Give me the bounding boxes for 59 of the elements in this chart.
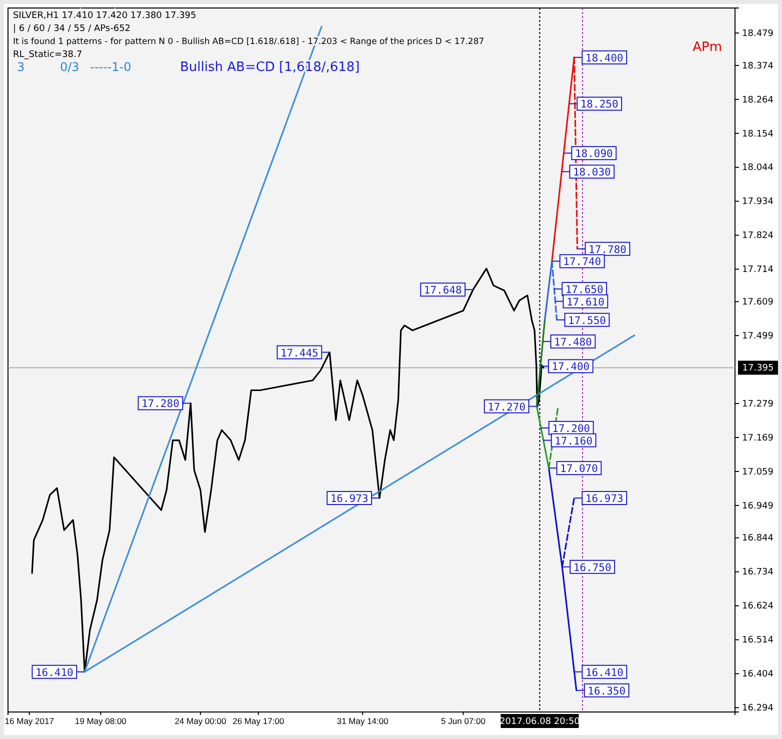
- annotation: 17.780: [588, 244, 626, 256]
- y-tick-label: 18.044: [742, 163, 774, 174]
- chart-title: SILVER,H1 17.410 17.420 17.380 17.395: [13, 11, 196, 21]
- y-tick-label: 16.404: [742, 670, 774, 680]
- x-tick-label: 26 May 17:00: [232, 716, 284, 726]
- annotation: 17.648: [424, 284, 462, 297]
- ref-line-label: 17.395: [742, 364, 774, 374]
- y-tick-label: 17.059: [742, 467, 774, 478]
- annotation: 16.410: [585, 666, 624, 679]
- annotation: 17.070: [560, 463, 598, 476]
- y-tick-label: 17.714: [742, 265, 774, 276]
- annotation: 17.400: [552, 361, 590, 374]
- x-tick-label: 24 May 00:00: [174, 716, 226, 726]
- annotation: 17.280: [141, 398, 180, 410]
- annotation: 17.610: [566, 296, 604, 308]
- y-tick-label: 17.934: [742, 197, 774, 208]
- annotation: 17.445: [280, 347, 318, 360]
- y-tick-label: 16.514: [742, 636, 774, 646]
- annotation: 18.250: [580, 98, 618, 111]
- y-tick-label: 16.294: [742, 704, 774, 714]
- y-tick-label: 17.499: [742, 331, 774, 342]
- annotation: -----1-0: [90, 60, 132, 74]
- annotation: 17.550: [568, 314, 606, 327]
- annotation: 17.480: [554, 336, 592, 348]
- y-tick-label: 17.824: [742, 231, 774, 242]
- ref-line-label: 2017.06.08 20:50: [500, 717, 580, 727]
- x-tick-label: 31 May 14:00: [336, 716, 389, 726]
- annotation: 17.270: [488, 401, 526, 414]
- annotation: 0/3: [60, 60, 80, 74]
- y-tick-label: 17.279: [742, 399, 774, 410]
- annotation: 16.750: [573, 562, 612, 574]
- annotation: 17.740: [563, 256, 602, 268]
- annotation: 16.973: [585, 493, 624, 506]
- annotation: 18.030: [572, 166, 611, 179]
- annotation: 17.650: [565, 284, 604, 296]
- annotation: 18.090: [574, 148, 613, 160]
- annotation: APm: [692, 40, 722, 55]
- annotation: 17.200: [552, 422, 590, 435]
- y-tick-label: 16.949: [742, 501, 774, 512]
- y-tick-label: 17.609: [742, 298, 774, 308]
- annotation: | 6 / 60 / 34 / 55 / APs-652: [13, 24, 131, 34]
- annotation: 17.160: [554, 435, 593, 448]
- x-tick-label: 16 May 2017: [4, 716, 54, 726]
- x-tick-label: 19 May 08:00: [74, 716, 127, 726]
- annotation: 18.400: [585, 52, 624, 64]
- y-tick-label: 18.154: [742, 129, 774, 140]
- y-tick-label: 18.374: [742, 61, 774, 72]
- y-tick-label: 16.624: [742, 602, 774, 612]
- annotation: 16.973: [330, 493, 368, 506]
- y-tick-label: 18.479: [742, 28, 774, 39]
- annotation: 3: [17, 60, 25, 74]
- y-tick-label: 16.734: [742, 568, 774, 578]
- y-tick-label: 18.264: [742, 95, 774, 106]
- x-tick-label: 5 Jun 07:00: [441, 716, 486, 726]
- y-tick-label: 16.844: [742, 534, 774, 544]
- annotation: 16.350: [588, 685, 626, 698]
- annotation: 16.410: [35, 666, 74, 679]
- annotation: RL_Static=38.7: [13, 50, 82, 60]
- y-tick-label: 17.169: [742, 433, 774, 444]
